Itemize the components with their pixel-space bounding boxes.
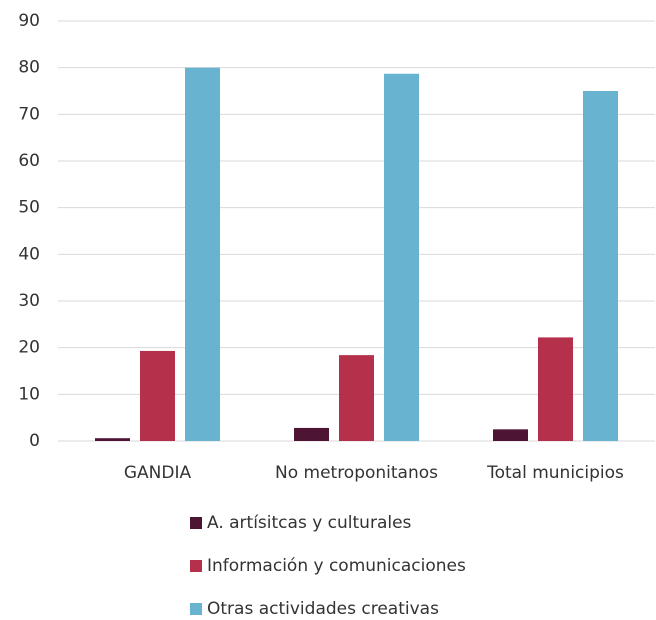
y-tick-label: 90 — [18, 11, 40, 31]
legend-swatch — [190, 560, 202, 572]
y-tick-label: 50 — [18, 198, 40, 218]
bar — [95, 438, 130, 441]
legend-label: Información y comunicaciones — [207, 556, 466, 576]
y-tick-label: 70 — [18, 104, 40, 124]
legend-label: A. artísitcas y culturales — [207, 513, 412, 533]
bar — [384, 73, 419, 441]
y-tick-label: 40 — [18, 244, 40, 264]
y-tick-label: 30 — [18, 291, 40, 311]
legend-swatch — [190, 603, 202, 615]
bar — [339, 355, 374, 441]
bar — [538, 337, 573, 441]
x-tick-label: Total municipios — [486, 463, 624, 483]
y-tick-label: 80 — [18, 58, 40, 78]
x-tick-label: No metroponitanos — [275, 463, 438, 483]
y-tick-label: 20 — [18, 338, 40, 358]
x-tick-label: GANDIA — [124, 463, 192, 483]
bar — [583, 91, 618, 441]
legend-swatch — [190, 517, 202, 529]
bar — [140, 350, 175, 441]
bar — [493, 429, 528, 441]
y-tick-label: 60 — [18, 151, 40, 171]
bar — [185, 67, 220, 442]
y-tick-label: 10 — [18, 384, 40, 404]
legend-label: Otras actividades creativas — [207, 599, 439, 619]
y-tick-label: 0 — [29, 431, 40, 451]
bar — [294, 427, 329, 441]
